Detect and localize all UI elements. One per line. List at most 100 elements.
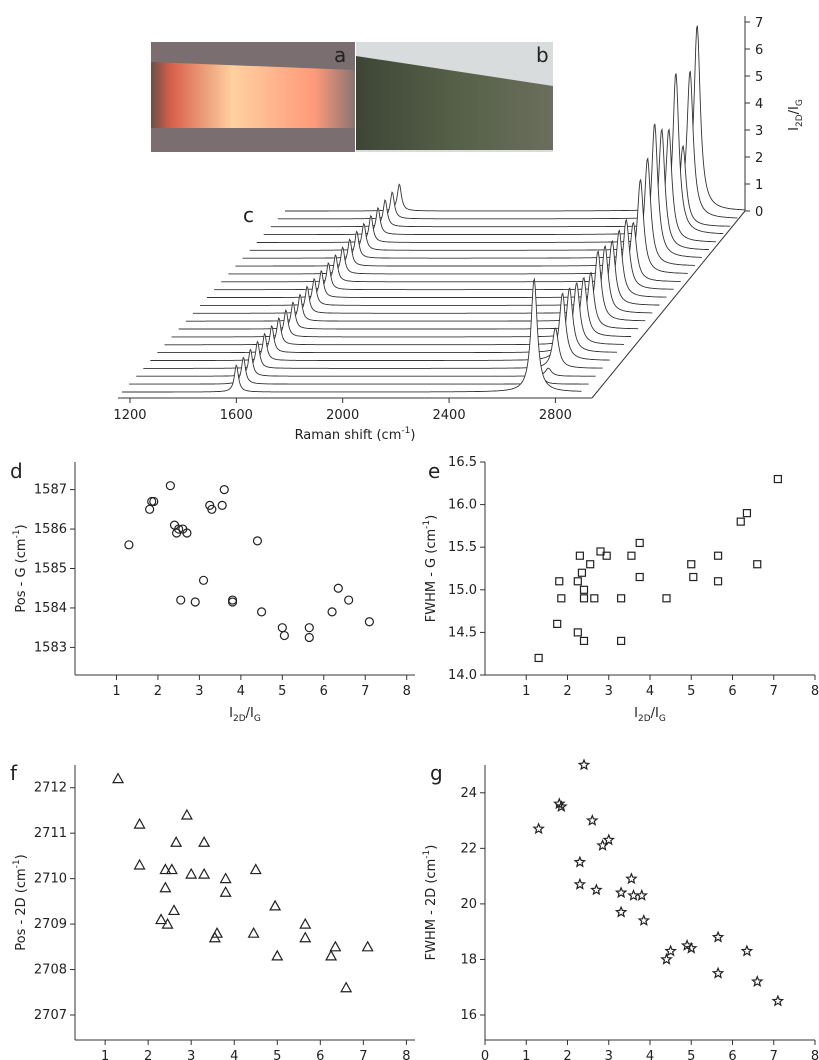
point [145,504,155,514]
x-tick-label: 4 [230,1049,238,1060]
point [711,930,725,943]
label-part: Pos - G (cm [14,538,29,612]
label-part: G [795,99,805,106]
point [585,813,599,826]
point [207,504,217,514]
label-part: -1 [422,520,432,529]
point [635,888,649,901]
label-part: ) [410,428,415,443]
spectrum [136,348,596,377]
y-tick-label: 2708 [34,963,67,978]
label-part: -1 [401,426,410,436]
x-tick-label: 6 [320,684,328,699]
y-tick-label: 16 [460,1008,477,1023]
label-part: FWHM - G (cm [424,529,439,622]
point [573,577,582,586]
photo-label: b [536,43,549,67]
y-tick-label: 16.0 [448,498,477,513]
point [161,917,174,929]
point [277,623,287,633]
x-tick-label: 8 [403,684,411,699]
point [198,836,211,847]
z-tick-label: 6 [755,43,763,58]
point [617,594,626,603]
point [247,926,260,938]
z-tick-label: 0 [755,205,763,220]
point [299,931,312,943]
point [249,863,262,875]
x-tick-label: 5 [687,684,695,699]
point [577,568,587,577]
x-tick-label: 7 [361,684,369,699]
point [252,536,263,546]
point [304,632,314,643]
point [552,797,566,810]
x-tick-label: 2 [563,1049,571,1060]
z-tick-label: 4 [755,97,763,112]
point [773,474,782,484]
point [602,551,611,560]
point [664,944,677,957]
label-part: -1 [422,850,432,859]
point [750,975,764,988]
point [662,594,671,603]
panel-label: g [430,761,443,785]
point [227,597,238,607]
point [742,509,752,518]
label-part: ) [14,854,29,859]
point [170,836,183,847]
y-tick-label: 1586 [34,522,67,537]
y-tick-label: 14.0 [448,668,477,683]
point [579,636,589,646]
point [176,595,186,605]
x-tick-label: 1600 [220,408,253,423]
x-tick-label: 1 [522,684,530,699]
x-tick-label: 3 [187,1049,195,1060]
spectrum [164,282,624,346]
z-tick-label: 5 [755,70,763,85]
point [361,940,374,952]
point [579,594,589,603]
point [573,855,587,868]
point [596,547,605,556]
label-part: I [229,706,233,721]
label-part: 2D [795,114,805,127]
axis-title: I2D/IG [634,706,666,724]
x-tick-label: 4 [237,684,245,699]
z-tick-label: 2 [755,151,763,166]
x-tick-label: 7 [770,1049,778,1060]
x-tick-label: 4 [646,684,654,699]
point [182,528,192,538]
axis-title: I2D/IG [229,706,261,724]
y-tick-label: 16.5 [448,455,477,470]
label-part: Pos - 2D (cm [14,868,29,950]
axis-title: I2D/IG [787,99,805,131]
spectrum [143,327,603,369]
label-part: ) [424,515,439,520]
point [167,904,181,916]
x-tick-label: 1 [112,684,120,699]
point [333,583,343,593]
point [364,617,374,627]
label-part: 2D [233,714,246,724]
x-tick-label: 6 [728,1049,736,1060]
spectrum [150,292,610,361]
x-tick-label: 5 [687,1049,695,1060]
point [211,926,224,938]
point [740,944,754,957]
label-part: /I [246,706,254,721]
point [713,551,723,560]
point [165,863,178,875]
axis-title: Raman shift (cm-1) [295,426,416,443]
x-tick-label: 6 [728,684,736,699]
label-part: ) [424,845,439,850]
point [577,758,591,771]
point [602,833,616,846]
photo-label: a [334,43,346,67]
photo-a: a [151,42,355,152]
point [689,572,698,582]
y-tick-label: 15.0 [448,583,477,598]
label-part: I [787,127,802,131]
point [217,500,227,510]
point [614,905,628,918]
